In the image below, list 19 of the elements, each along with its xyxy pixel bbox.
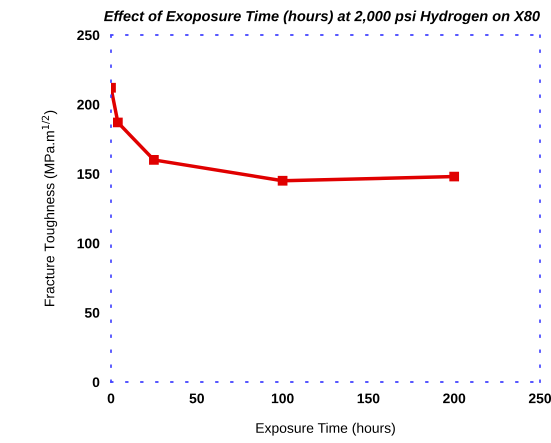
- chart-title: Effect of Exoposure Time (hours) at 2,000 psi Hydrogen on X80: [104, 10, 540, 24]
- x-tick-label: 0: [108, 393, 114, 404]
- y-tick-label: 0: [92, 377, 100, 388]
- y-tick-label: 250: [77, 30, 100, 40]
- x-tick-label: 250: [528, 393, 551, 404]
- y-tick-label: 100: [78, 238, 100, 248]
- y-axis-title: Fracture Toughness (MPa.m$^{1/2}$): [42, 110, 58, 306]
- y-tick-label: 200: [77, 100, 100, 110]
- point: [149, 155, 159, 165]
- point: [278, 176, 288, 186]
- x-tick-label: 100: [272, 393, 294, 404]
- point: [113, 118, 123, 128]
- x-tick-label: 50: [190, 393, 204, 404]
- x-axis-title: Exposure Time (hours): [256, 422, 395, 436]
- x-tick-label: 150: [358, 393, 380, 404]
- y-tick-label: 50: [84, 308, 100, 318]
- y-tick-label: 150: [78, 169, 100, 179]
- x-tick-label: 200: [443, 393, 466, 404]
- point: [449, 172, 460, 182]
